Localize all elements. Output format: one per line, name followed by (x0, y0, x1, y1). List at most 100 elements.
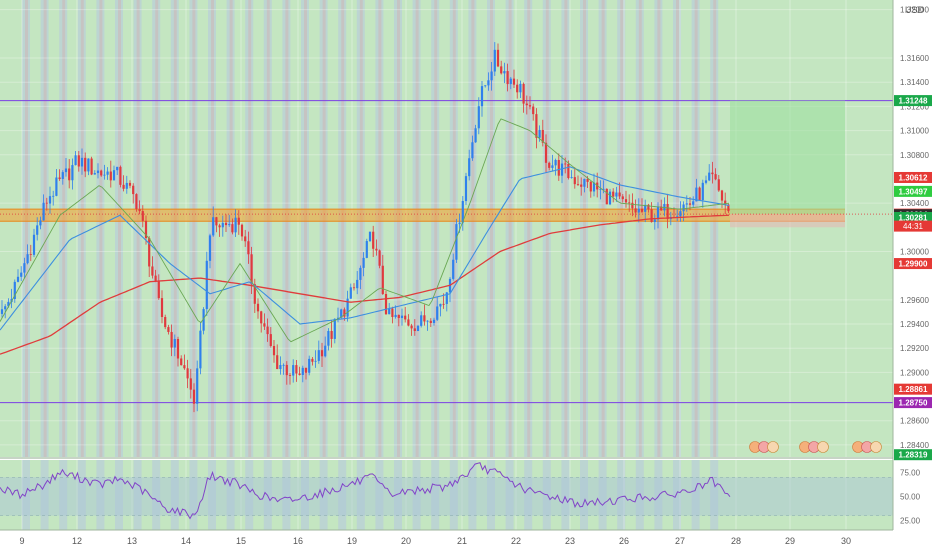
flag-icon (870, 441, 882, 453)
session-band (62, 0, 66, 457)
candle-body (570, 177, 573, 179)
economic-event-flags-icon[interactable] (852, 441, 882, 453)
session-band (59, 460, 68, 530)
candle-body (634, 208, 637, 213)
candle-body (516, 84, 519, 93)
candle-body (682, 204, 685, 212)
candle-body (285, 364, 288, 376)
candle-body (272, 345, 276, 356)
candle-body (407, 319, 410, 326)
candle-body (477, 106, 480, 129)
price-axis-label: 1.30281 (894, 211, 932, 223)
session-band (152, 0, 161, 457)
session-band (710, 0, 719, 457)
candle-body (368, 231, 372, 242)
session-band (527, 0, 531, 457)
candle-body (557, 159, 560, 176)
candle-body (7, 301, 10, 307)
candle-body (522, 83, 525, 104)
candle-body (103, 174, 106, 176)
position-target-area[interactable] (730, 100, 845, 215)
candle-body (84, 157, 87, 172)
rsi-band (0, 477, 893, 516)
candle-body (692, 201, 695, 205)
session-band (133, 0, 142, 457)
candle-body (490, 71, 493, 81)
session-band (245, 0, 254, 457)
candle-body (87, 158, 90, 172)
session-band (43, 0, 47, 457)
session-band (545, 0, 549, 457)
session-band (245, 460, 254, 530)
candle-body (708, 172, 711, 181)
candle-body (106, 171, 109, 175)
session-band (170, 0, 179, 457)
candle-body (356, 279, 359, 289)
session-band (412, 0, 421, 457)
y-tick-label: 1.32000 (900, 6, 929, 15)
candle-body (576, 184, 580, 185)
candle-body (0, 309, 4, 314)
session-band (22, 460, 30, 530)
candle-body (474, 128, 477, 143)
candle-body (605, 188, 608, 205)
candle-body (506, 71, 509, 85)
candle-body (640, 208, 644, 212)
price-label-text: 1.28319 (899, 451, 928, 460)
candle-body (186, 368, 189, 379)
session-band (676, 0, 679, 457)
candle-body (205, 260, 208, 310)
session-band (229, 0, 233, 457)
session-band (189, 0, 198, 457)
price-label-text: 1.28750 (899, 399, 928, 408)
x-tick-label: 30 (841, 536, 851, 546)
candle-body (247, 241, 250, 255)
session-band (694, 0, 698, 457)
session-band (80, 0, 84, 457)
x-tick-label: 21 (457, 536, 467, 546)
session-band (99, 0, 103, 457)
session-band (319, 460, 328, 530)
y-tick-label: 1.31200 (900, 102, 929, 111)
y-tick-label: 1.31000 (900, 127, 929, 136)
candle-body (90, 158, 93, 175)
y-tick-label: 1.31400 (900, 78, 929, 87)
candle-body (231, 224, 234, 233)
session-band (115, 460, 123, 530)
x-tick-label: 13 (127, 536, 137, 546)
candle-body (343, 309, 346, 317)
economic-event-flags-icon[interactable] (799, 441, 829, 453)
economic-event-flags-icon[interactable] (749, 441, 779, 453)
candle-body (234, 217, 237, 233)
candle-body (599, 188, 602, 190)
candle-body (381, 265, 384, 294)
y-tick-label: 1.29400 (900, 320, 929, 329)
candle-body (240, 224, 244, 237)
price-label-box (894, 397, 932, 409)
candle-body (148, 238, 151, 267)
candle-body (77, 155, 80, 167)
candle-body (378, 250, 381, 266)
price-axis-label: 1.30612 (894, 171, 932, 183)
candle-body (717, 179, 720, 191)
session-band (375, 460, 384, 530)
x-tick-label: 16 (293, 536, 303, 546)
support-zone[interactable] (0, 209, 845, 222)
candle-body (180, 358, 183, 366)
session-band (673, 0, 681, 457)
candle-body (432, 319, 436, 324)
candle-body (29, 254, 32, 255)
candle-body (525, 103, 528, 106)
y-tick-label: 1.28400 (900, 441, 929, 450)
session-band (356, 460, 365, 530)
session-band (378, 0, 382, 457)
y-tick-label: 1.29600 (900, 296, 929, 305)
candle-body (109, 171, 112, 181)
candle-body (68, 168, 71, 181)
candle-body (362, 257, 365, 268)
session-band (617, 0, 626, 457)
position-stop-area[interactable] (730, 214, 845, 228)
y-tick-label: 1.31600 (900, 54, 929, 63)
